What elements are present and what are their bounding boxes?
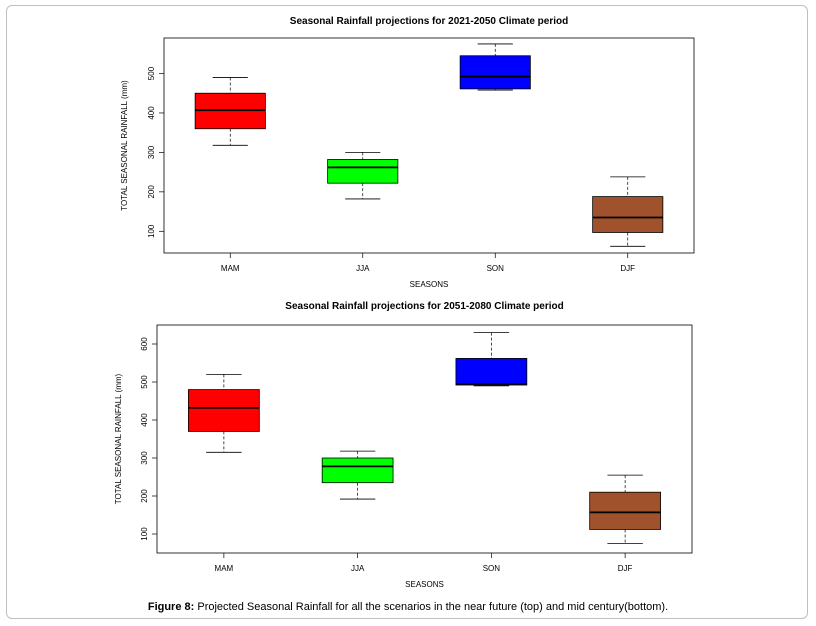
- bottom-y-tick-label: 100: [140, 527, 149, 541]
- top-y-tick-label: 100: [147, 224, 156, 238]
- bottom-box-jja: [321, 450, 394, 500]
- bottom-box-mam: [188, 374, 260, 453]
- bottom-x-tick-label: SON: [483, 564, 501, 573]
- top-box-jja: [327, 152, 399, 200]
- bottom-box-djf: [589, 474, 661, 544]
- caption-text: Projected Seasonal Rainfall for all the …: [194, 601, 669, 613]
- iqr-box: [188, 389, 260, 432]
- bottom-y-tick-label: 400: [140, 413, 149, 427]
- top-y-axis-label: TOTAL SEASONAL RAINFALL (mm): [120, 80, 129, 211]
- figure-frame: [6, 5, 808, 619]
- top-x-tick-label: JJA: [356, 264, 370, 273]
- bottom-x-tick-label: DJF: [618, 564, 633, 573]
- top-plot-frame: [163, 37, 695, 254]
- bottom-box-son: [455, 332, 528, 387]
- bottom-plot-frame: [156, 324, 693, 554]
- top-x-tick-label: MAM: [221, 264, 240, 273]
- top-y-tick-label: 200: [147, 185, 156, 199]
- iqr-box: [455, 358, 528, 386]
- iqr-box: [321, 457, 394, 484]
- iqr-box: [589, 491, 661, 530]
- top-box-son: [459, 43, 531, 91]
- top-x-axis-label: SEASONS: [410, 280, 449, 289]
- iqr-box: [459, 55, 531, 90]
- figure-caption: Figure 8: Projected Seasonal Rainfall fo…: [0, 601, 816, 613]
- bottom-x-tick-label: MAM: [215, 564, 234, 573]
- top-y-tick-label: 500: [147, 66, 156, 80]
- bottom-x-axis-label: SEASONS: [405, 580, 444, 589]
- bottom-y-tick-label: 500: [140, 375, 149, 389]
- bottom-y-tick-label: 600: [140, 337, 149, 351]
- top-box-mam: [194, 77, 266, 146]
- top-boxplot-chart: Seasonal Rainfall projections for 2021-2…: [120, 16, 695, 289]
- bottom-x-tick-label: JJA: [351, 564, 365, 573]
- iqr-box: [327, 159, 399, 184]
- bottom-y-tick-label: 200: [140, 489, 149, 503]
- bottom-y-tick-label: 300: [140, 451, 149, 465]
- caption-label: Figure 8:: [147, 601, 195, 613]
- bottom-y-axis-label: TOTAL SEASONAL RAINFALL (mm): [114, 373, 123, 504]
- top-x-tick-label: SON: [487, 264, 505, 273]
- iqr-box: [592, 196, 664, 233]
- bottom-boxplot-chart: Seasonal Rainfall projections for 2051-2…: [114, 301, 693, 589]
- bottom-chart-title: Seasonal Rainfall projections for 2051-2…: [285, 301, 563, 312]
- top-x-tick-label: DJF: [620, 264, 635, 273]
- top-y-tick-label: 400: [147, 106, 156, 120]
- top-y-tick-label: 300: [147, 145, 156, 159]
- top-chart-title: Seasonal Rainfall projections for 2021-2…: [290, 16, 568, 27]
- top-box-djf: [592, 176, 664, 247]
